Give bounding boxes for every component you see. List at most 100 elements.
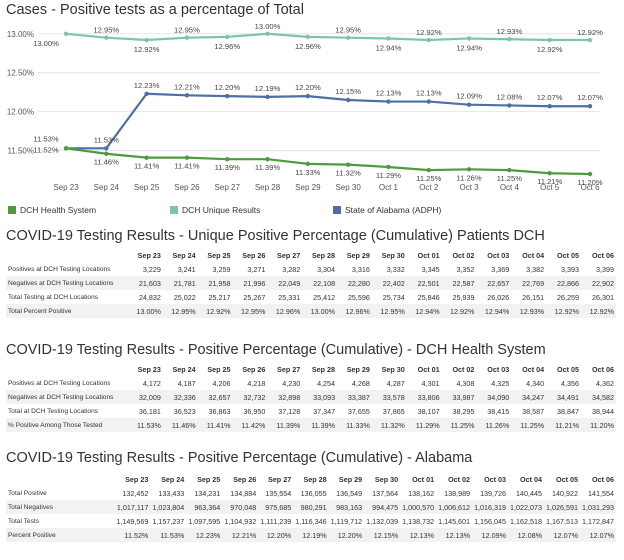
table-row: Total Tests 1,149,569 1,157,237 1,097,595 1,…	[6, 514, 616, 528]
data-label: 12.19%	[255, 84, 281, 93]
table-cell: 37,128	[278, 406, 301, 416]
data-label: 12.13%	[376, 89, 402, 98]
data-point	[426, 167, 431, 173]
legend-item-unique[interactable]: DCH Unique Results	[170, 205, 260, 215]
legend-item-state[interactable]: State of Alabama (ADPH)	[333, 205, 441, 215]
column-header: Oct 04	[520, 474, 543, 484]
row-label: Percent Positive	[6, 528, 115, 542]
table-cell: 140,922	[552, 488, 579, 498]
data-label: 12.93%	[497, 27, 523, 36]
table-row: Total Testing at DCH Locations 24,832 25,0…	[6, 290, 616, 304]
table-cell: 26,151	[522, 292, 545, 302]
data-label: 12.09%	[456, 92, 482, 101]
table-row: Percent Positive 11.52% 11.53% 12.23% 12.21%…	[6, 528, 616, 542]
data-label: 12.08%	[497, 92, 523, 101]
x-tick-label: Oct 5	[540, 183, 560, 192]
table-cell: 25,939	[452, 292, 475, 302]
y-tick-label: 11.50%	[7, 147, 34, 156]
data-label: 12.21%	[174, 82, 200, 91]
row-label: Positives at DCH Testing Locations	[8, 265, 111, 273]
data-point	[345, 35, 351, 40]
table-cell: 33,806	[406, 390, 442, 404]
y-tick-label: 12.50%	[7, 69, 34, 78]
column-header: Sep 30	[381, 250, 405, 260]
x-tick-label: Sep 29	[295, 183, 321, 192]
data-label: 12.96%	[295, 42, 321, 51]
table-cell: 24,832	[138, 292, 161, 302]
data-label: 11.29%	[376, 171, 401, 180]
column-header: Oct 06	[592, 474, 614, 484]
table-cell: 3,304	[317, 264, 336, 274]
data-point	[265, 157, 270, 162]
table-cell: 21,603	[128, 276, 163, 290]
table-cell: 36,181	[138, 406, 161, 416]
column-header: Oct 01	[417, 364, 440, 374]
data-point	[426, 99, 431, 104]
data-point	[104, 146, 109, 151]
table-cell: 25,412	[313, 292, 336, 302]
series-line	[65, 147, 591, 176]
table-row: Negatives at DCH Testing Locations 21,603…	[6, 276, 616, 290]
table-cell: 22,866	[546, 276, 581, 290]
row-label: Total at DCH Testing Locations	[8, 407, 99, 415]
table-cell: 21,781	[162, 276, 198, 290]
data-point	[466, 102, 472, 107]
data-label: 12.94%	[456, 43, 482, 52]
table-cell: 34,491	[546, 390, 581, 404]
table-cell: 3,352	[456, 264, 475, 274]
table-cell: 11.46%	[162, 418, 198, 432]
table-cell: 12.95%	[371, 304, 407, 318]
table-cell: 26,026	[487, 292, 510, 302]
table-cell: 140,445	[516, 488, 543, 498]
legend-item-dch[interactable]: DCH Health System	[8, 205, 96, 215]
y-tick-label: 13.00%	[7, 30, 34, 39]
data-point	[265, 94, 270, 100]
table-cell: 12.96%	[267, 304, 303, 318]
column-header: Sep 28	[311, 250, 336, 260]
table-cell: 11.32%	[371, 418, 407, 432]
x-tick-label: Sep 30	[335, 183, 361, 192]
table-cell: 3,399	[596, 264, 614, 274]
column-header: Sep 28	[311, 364, 336, 374]
column-header: Sep 24	[161, 474, 185, 484]
table-cell: 1,149,569	[116, 516, 149, 526]
table-cell: 983,163	[328, 500, 365, 514]
column-header: Oct 04	[522, 364, 545, 374]
data-point	[63, 31, 69, 36]
table-alabama: Sep 23 Sep 24 Sep 25 Sep 26 Sep 27 Sep 28 Sep …	[6, 472, 616, 542]
table-title-dch: COVID-19 Testing Results - Positive Perc…	[6, 342, 546, 358]
table-cell: 135,554	[265, 488, 292, 498]
table-cell: 11.52%	[114, 528, 151, 542]
data-point	[184, 93, 190, 98]
data-point	[63, 146, 69, 151]
row-label: Total Testing at DCH Locations	[8, 293, 99, 301]
table-cell: 12.21%	[222, 528, 259, 542]
row-label: Total Positive	[8, 489, 47, 497]
column-header: Oct 04	[522, 250, 545, 260]
table-cell: 25,217	[208, 292, 231, 302]
table-cell: 12.20%	[328, 528, 365, 542]
table-cell: 4,206	[212, 378, 231, 388]
header-blank	[6, 472, 114, 486]
table-cell: 12.13%	[400, 528, 437, 542]
data-point	[104, 151, 109, 156]
table-cell: 3,393	[560, 264, 579, 274]
table-cell: 25,734	[382, 292, 405, 302]
data-point	[144, 155, 149, 160]
table-cell: 25,596	[347, 292, 370, 302]
table-cell: 1,111,239	[260, 516, 292, 526]
table-cell: 25,022	[173, 292, 196, 302]
data-point	[305, 93, 311, 99]
table-cell: 12.15%	[364, 528, 401, 542]
data-label: 12.92%	[416, 28, 442, 37]
data-label: 11.20%	[577, 178, 602, 187]
x-tick-label: Oct 2	[419, 183, 439, 192]
table-row: Total Positive 132,452 133,433 134,231 134,8…	[6, 486, 616, 500]
table-title-unique: COVID-19 Testing Results - Unique Positi…	[6, 228, 545, 244]
column-header: Sep 27	[268, 474, 292, 484]
data-label: 12.07%	[577, 93, 603, 102]
table-cell: 11.25%	[441, 418, 477, 432]
table-cell: 32,657	[197, 390, 233, 404]
table-cell: 1,156,045	[474, 516, 507, 526]
data-point	[507, 167, 512, 173]
